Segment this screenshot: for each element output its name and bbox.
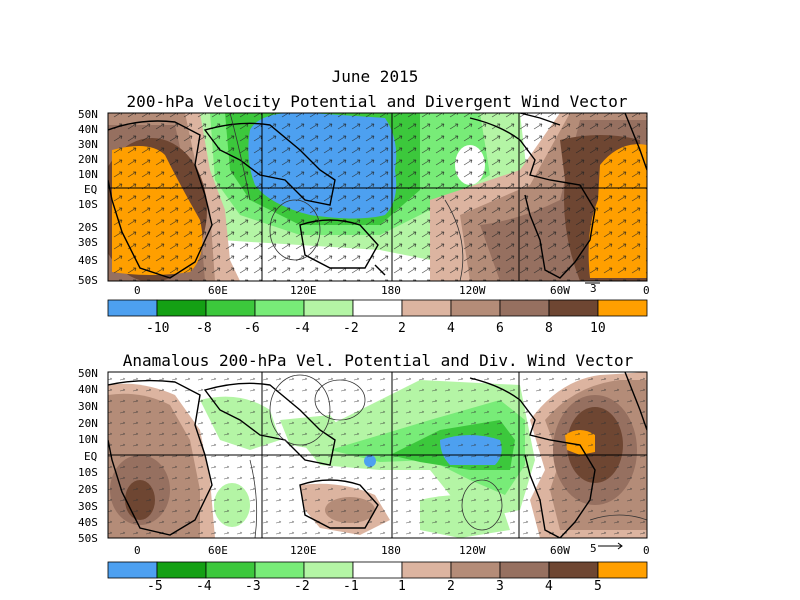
lon-tick-label: 120E: [290, 544, 317, 557]
lat-tick-label: 20N: [78, 153, 98, 166]
colorbar-label: -2: [294, 579, 310, 594]
lon-tick-label: 0: [643, 544, 650, 557]
lat-tick-label: 10N: [78, 168, 98, 181]
lat-tick-label: 30S: [78, 500, 98, 513]
top-colorbar: [107, 299, 648, 317]
bottom-colorbar-labels: -5 -4 -3 -2 -1 1 2 3 4 5: [147, 579, 602, 594]
colorbar-swatch: [205, 299, 256, 317]
top-panel-title: 200-hPa Velocity Potential and Divergent…: [126, 92, 628, 111]
colorbar-label: 2: [447, 579, 455, 594]
colorbar-swatch: [548, 561, 599, 579]
colorbar-swatch: [352, 299, 403, 317]
colorbar-swatch: [450, 299, 501, 317]
colorbar-label: 5: [594, 579, 602, 594]
lat-tick-label: 30S: [78, 236, 98, 249]
lat-tick-label: 50S: [78, 532, 98, 545]
lon-tick-label: 180: [381, 284, 401, 297]
bottom-colorbar: [107, 561, 648, 579]
colorbar-swatch: [254, 299, 305, 317]
lat-tick-label: 40S: [78, 516, 98, 529]
colorbar-swatch: [450, 561, 501, 579]
colorbar-label: 4: [447, 321, 455, 336]
colorbar-label: -10: [146, 321, 169, 336]
lon-tick-label: 60W: [550, 544, 570, 557]
colorbar-label: -4: [294, 321, 310, 336]
lat-tick-label: 30N: [78, 138, 98, 151]
colorbar-swatch: [254, 561, 305, 579]
colorbar-swatch: [107, 561, 158, 579]
top-map-panel: [108, 113, 647, 281]
colorbar-swatch: [303, 561, 354, 579]
lat-tick-label: 40S: [78, 254, 98, 267]
lat-tick-label: 50S: [78, 274, 98, 287]
lon-tick-label: 120W: [459, 284, 486, 297]
lat-tick-label: 20S: [78, 221, 98, 234]
colorbar-swatch: [499, 299, 550, 317]
lat-tick-label: 50N: [78, 108, 98, 121]
colorbar-swatch: [303, 299, 354, 317]
svg-text:3: 3: [590, 282, 597, 295]
top-lat-axis: 50N 40N 30N 20N 10N EQ 10S 20S 30S 40S 5…: [78, 108, 98, 287]
lon-tick-label: 60E: [208, 284, 228, 297]
lon-tick-label: 180: [381, 544, 401, 557]
lat-tick-label: EQ: [84, 450, 97, 463]
lat-tick-label: 10N: [78, 433, 98, 446]
lat-tick-label: 40N: [78, 123, 98, 136]
colorbar-swatch: [597, 561, 648, 579]
lat-tick-label: 30N: [78, 400, 98, 413]
lat-tick-label: 10S: [78, 466, 98, 479]
lon-tick-label: 120W: [459, 544, 486, 557]
lon-tick-label: 60W: [550, 284, 570, 297]
colorbar-swatch: [156, 561, 207, 579]
colorbar-label: 1: [398, 579, 406, 594]
colorbar-label: 3: [496, 579, 504, 594]
lat-tick-label: 50N: [78, 367, 98, 380]
chart-date-title: June 2015: [331, 67, 419, 86]
lon-tick-label: 0: [643, 284, 650, 297]
colorbar-label: -6: [244, 321, 260, 336]
colorbar-label: -5: [147, 579, 163, 594]
lon-tick-label: 0: [134, 544, 141, 557]
colorbar-swatch: [401, 561, 452, 579]
top-colorbar-labels: -10 -8 -6 -4 -2 2 4 6 8 10: [146, 321, 606, 336]
colorbar-swatch: [401, 299, 452, 317]
top-map-frame: [107, 112, 648, 282]
lat-tick-label: 20N: [78, 417, 98, 430]
lon-tick-label: 120E: [290, 284, 317, 297]
colorbar-swatch: [156, 299, 207, 317]
colorbar-label: 10: [590, 321, 606, 336]
bottom-panel-title: Anamalous 200-hPa Vel. Potential and Div…: [122, 351, 634, 370]
colorbar-label: -2: [343, 321, 359, 336]
bottom-lat-axis: 50N 40N 30N 20N 10N EQ 10S 20S 30S 40S 5…: [78, 367, 98, 545]
colorbar-swatch: [597, 299, 648, 317]
colorbar-label: 2: [398, 321, 406, 336]
colorbar-label: -4: [196, 579, 212, 594]
lat-tick-label: 10S: [78, 198, 98, 211]
colorbar-label: -3: [245, 579, 261, 594]
top-lon-axis: 0 60E 120E 180 120W 60W 0: [134, 284, 650, 297]
bottom-reference-vector: 5: [590, 542, 623, 555]
top-reference-vector: 3: [585, 282, 600, 295]
colorbar-swatch: [107, 299, 158, 317]
colorbar-label: -8: [196, 321, 212, 336]
colorbar-label: -1: [343, 579, 359, 594]
colorbar-swatch: [499, 561, 550, 579]
colorbar-swatch: [205, 561, 256, 579]
lat-tick-label: 40N: [78, 383, 98, 396]
lat-tick-label: 20S: [78, 483, 98, 496]
lon-tick-label: 60E: [208, 544, 228, 557]
svg-text:5: 5: [590, 542, 597, 555]
colorbar-swatch: [352, 561, 403, 579]
colorbar-label: 4: [545, 579, 553, 594]
lat-tick-label: EQ: [84, 183, 97, 196]
colorbar-label: 8: [545, 321, 553, 336]
bottom-lon-axis: 0 60E 120E 180 120W 60W 0: [134, 544, 650, 557]
lon-tick-label: 0: [134, 284, 141, 297]
colorbar-label: 6: [496, 321, 504, 336]
colorbar-swatch: [548, 299, 599, 317]
